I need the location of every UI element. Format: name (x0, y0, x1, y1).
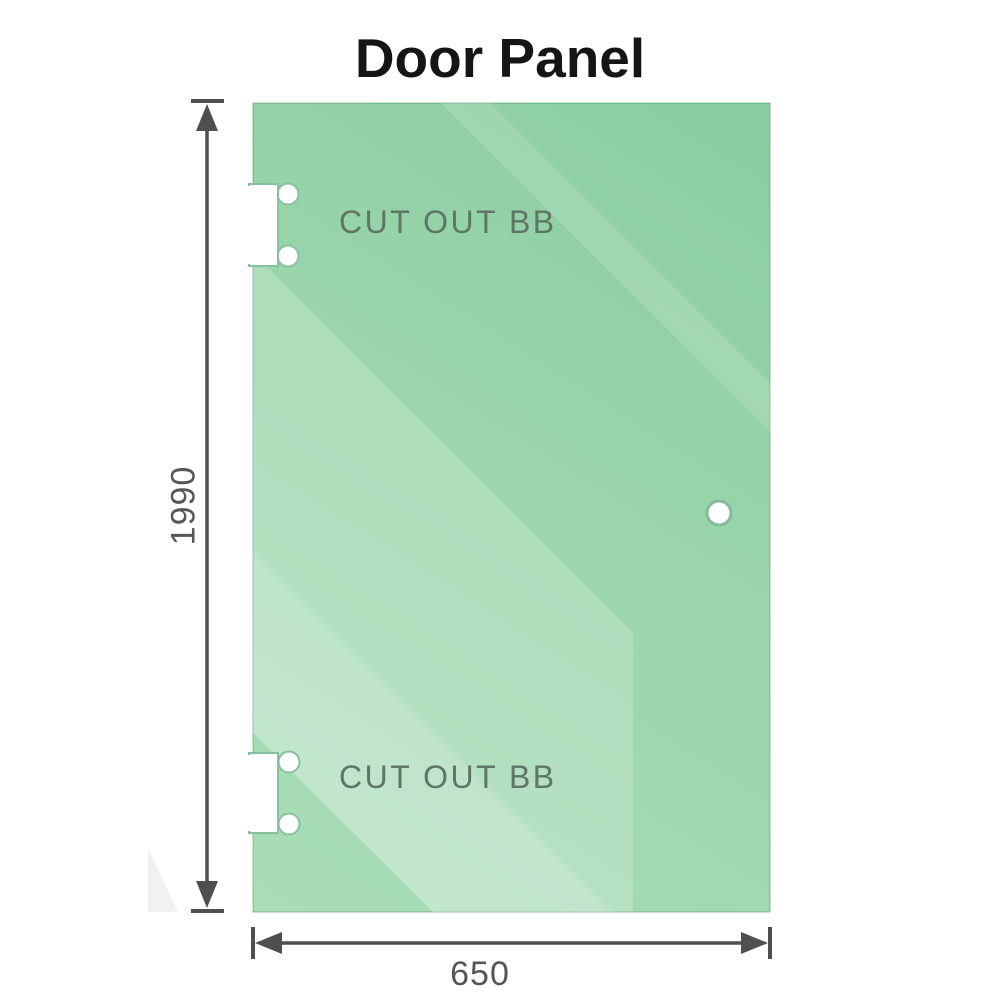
hinge-drill-hole (276, 182, 300, 206)
glass-reflections (253, 103, 770, 912)
page-title: Door Panel (354, 27, 646, 89)
width-dimension-label: 650 (450, 955, 510, 993)
arrow-up-icon (196, 104, 218, 131)
height-dimension-line (191, 99, 224, 913)
cutout-label-top: CUT OUT BB (339, 204, 557, 240)
cutout-label-bottom: CUT OUT BB (339, 759, 557, 795)
hinge-notch-core (246, 755, 276, 831)
glass-reflection-streak (253, 253, 633, 912)
arrow-right-icon (741, 932, 768, 954)
handle-hole (705, 499, 733, 527)
arrow-down-icon (196, 881, 218, 908)
hinge-cutout-top (246, 182, 300, 268)
hinge-drill-hole (277, 812, 301, 836)
watermark-shape (148, 848, 178, 912)
hinge-notch-core (246, 186, 276, 264)
height-dimension-label: 1990 (164, 465, 203, 546)
width-dimension-line (251, 927, 772, 959)
hinge-drill-hole (277, 750, 301, 774)
arrow-left-icon (255, 932, 282, 954)
hinge-drill-hole (276, 244, 300, 268)
hinge-cutout-bottom (246, 750, 301, 836)
glass-reflection-streak (253, 553, 612, 912)
glass-panel (252, 102, 771, 913)
glass-reflection-streak (441, 103, 770, 432)
